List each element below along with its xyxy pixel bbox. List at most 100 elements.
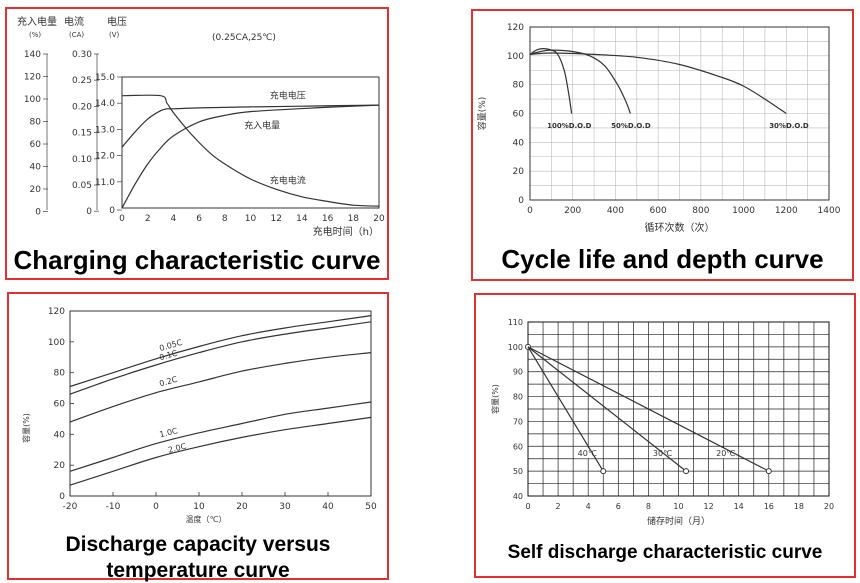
x-tick-label-4: 6 [196,214,202,224]
series-label-1: 40℃ [578,449,597,458]
y-axis-label: 容量(%) [476,97,488,131]
x-axis-label: 温度（℃） [186,514,227,524]
x-tick-label-8: 50 [365,502,377,512]
y-tick-label-1: 0 [59,492,65,502]
x-tick-label-3: 4 [171,214,177,224]
axis-2-tick-3: 0.20 [72,102,92,112]
self-discharge-chart-caption: Self discharge characteristic curve [507,542,823,563]
y-tick-label-6: 100 [507,52,524,62]
series-label-5: 2.0C [167,442,187,455]
y-tick-label-4: 70 [513,417,523,426]
series-label-background-3 [714,448,739,459]
axis-1-tick-2: 120 [24,73,41,83]
x-tick-label-4: 6 [616,502,621,511]
series-end-point-3 [765,468,772,475]
y-tick-label-4: 60 [54,400,66,410]
axis-2-tick-2: 0.25 [72,76,92,86]
y-tick-label-8: 110 [508,318,523,327]
series-line-3 [529,52,787,114]
axis-1-tick-4: 80 [30,118,42,128]
temperature-chart-panel: 0 20 40 60 80 100 120 -20 -10 0 10 20 30 40 50 温度（℃） 容量(… [7,292,389,582]
series-line-1 [69,315,372,388]
x-tick-label-2: 2 [556,502,561,511]
x-tick-label-5: 8 [646,502,651,511]
series-line-2 [121,104,380,209]
x-tick-label-6: 10 [245,214,257,224]
axis-2-tick-4: 0.15 [72,129,92,139]
x-tick-label-3: 4 [586,502,591,511]
charging-chart-panel: 0 2 4 6 8 10 12 14 16 18 20 充电时间（h） (0.25CA,25℃) 充入电量… [5,7,389,280]
x-tick-label-4: 10 [193,502,205,512]
axis-3-tick-3: 13.0 [95,125,115,135]
plot-frame [529,26,830,201]
x-tick-label-7: 12 [704,502,714,511]
series-label-2: 充入电量 [244,119,280,131]
series-label-1: 充电电压 [270,90,306,102]
temperature-chart-caption-line-1: Discharge capacity versus [65,533,331,556]
x-tick-label-7: 12 [270,214,281,224]
y-tick-label-5: 80 [513,393,523,402]
x-tick-label-1: -20 [63,502,78,512]
axis-2-tick-6: 0.05 [72,181,92,191]
series-label-1: 100%D.O.D [547,122,592,130]
test-condition: (0.25CA,25℃) [212,33,276,43]
axis-3-tick-2: 14.0 [95,99,115,109]
series-line-5 [69,416,372,486]
axis-3-tick-6: 0 [109,206,115,216]
y-tick-label-3: 40 [54,430,66,440]
x-axis-label: 循环次数（次） [645,221,715,234]
x-axis-label: 储存时间（月） [647,515,710,527]
series-line-2 [69,321,372,395]
x-tick-label-4: 600 [650,206,667,216]
x-tick-label-1: 0 [527,206,533,216]
axis-unit-1: (%) [29,31,41,39]
series-label-2: 50%D.O.D [611,122,651,130]
axis-2-tick-7: 0 [86,207,92,217]
series-line-1 [529,47,573,114]
axis-1-tick-7: 20 [30,185,42,195]
x-tick-label-9: 16 [322,214,334,224]
y-tick-label-1: 40 [513,492,523,501]
x-tick-label-6: 1000 [732,206,755,216]
x-tick-label-10: 18 [794,502,804,511]
y-tick-label-5: 80 [54,369,66,379]
axis-unit-2: (CA) [69,31,84,39]
series-line-3 [121,94,380,207]
x-tick-label-10: 18 [348,214,360,224]
y-tick-label-3: 60 [513,442,523,451]
charging-chart: 0 2 4 6 8 10 12 14 16 18 20充电时间（h）(0.25CA,25℃)充入电量… [17,15,385,238]
series-line-4 [69,401,372,472]
series-label-2: 30℃ [653,449,672,458]
y-tick-label-5: 80 [513,81,525,91]
x-tick-label-2: 200 [564,206,581,216]
x-tick-label-5: 20 [236,502,248,512]
series-line-2 [527,346,687,472]
x-tick-label-2: 2 [145,214,151,224]
x-tick-label-2: -10 [106,502,121,512]
series-line-1 [527,346,604,472]
cycle-life-chart-caption: Cycle life and depth curve [501,244,824,274]
y-axis-label: 容量(%) [490,384,500,414]
x-axis-label: 充电时间（h） [313,225,379,238]
y-tick-label-2: 50 [513,467,523,476]
y-tick-label-7: 120 [507,23,524,33]
series-label-background-1 [575,448,600,459]
axis-1-tick-8: 0 [35,208,41,218]
series-line-1 [121,104,380,148]
y-tick-label-7: 100 [508,343,523,352]
axis-2-tick-5: 0.10 [72,155,92,165]
x-tick-label-7: 1200 [775,206,798,216]
x-tick-label-11: 20 [373,214,385,224]
cycle-life-chart-panel: 0 20 40 60 80 100 120 0 200 400 600 800 1000 1200 1400… [471,9,854,281]
y-axis-label: 容量(%) [21,413,31,443]
x-tick-label-7: 40 [322,502,334,512]
axis-unit-3: (V) [109,31,120,39]
y-tick-label-2: 20 [513,167,525,177]
x-tick-label-1: 0 [119,214,125,224]
x-tick-label-8: 14 [734,502,744,511]
y-tick-label-2: 20 [54,461,66,471]
series-label-3: 0.2C [158,375,178,389]
axis-1-tick-3: 100 [24,95,41,105]
x-tick-label-8: 1400 [818,206,841,216]
series-label-3: 20℃ [716,449,735,458]
